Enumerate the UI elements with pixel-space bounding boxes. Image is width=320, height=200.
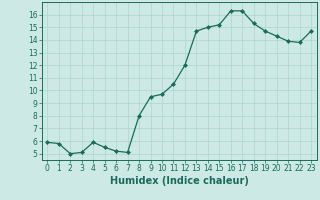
X-axis label: Humidex (Indice chaleur): Humidex (Indice chaleur) — [110, 176, 249, 186]
